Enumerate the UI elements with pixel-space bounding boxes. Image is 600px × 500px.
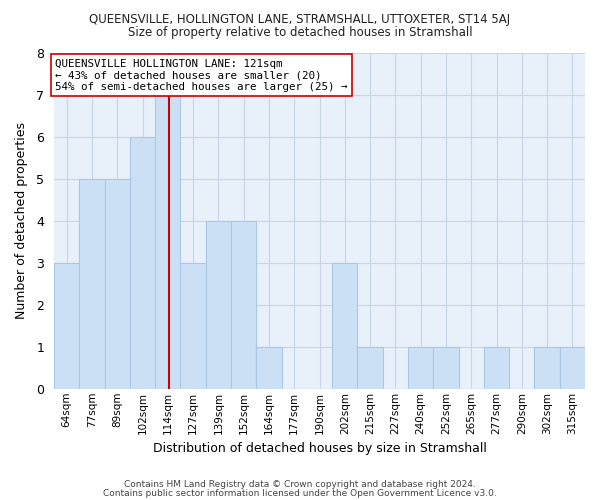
Bar bbox=[358, 346, 383, 389]
Bar bbox=[332, 262, 358, 389]
X-axis label: Distribution of detached houses by size in Stramshall: Distribution of detached houses by size … bbox=[152, 442, 487, 455]
Bar bbox=[104, 178, 130, 389]
Bar bbox=[560, 346, 585, 389]
Y-axis label: Number of detached properties: Number of detached properties bbox=[15, 122, 28, 319]
Bar bbox=[130, 136, 155, 389]
Bar bbox=[256, 346, 281, 389]
Bar bbox=[408, 346, 433, 389]
Bar bbox=[484, 346, 509, 389]
Text: Contains HM Land Registry data © Crown copyright and database right 2024.: Contains HM Land Registry data © Crown c… bbox=[124, 480, 476, 489]
Bar bbox=[206, 220, 231, 389]
Bar bbox=[54, 262, 79, 389]
Bar bbox=[79, 178, 104, 389]
Bar bbox=[231, 220, 256, 389]
Bar bbox=[535, 346, 560, 389]
Text: Contains public sector information licensed under the Open Government Licence v3: Contains public sector information licen… bbox=[103, 488, 497, 498]
Bar bbox=[155, 94, 181, 389]
Bar bbox=[433, 346, 458, 389]
Text: QUEENSVILLE HOLLINGTON LANE: 121sqm
← 43% of detached houses are smaller (20)
54: QUEENSVILLE HOLLINGTON LANE: 121sqm ← 43… bbox=[55, 59, 348, 92]
Text: Size of property relative to detached houses in Stramshall: Size of property relative to detached ho… bbox=[128, 26, 472, 39]
Bar bbox=[181, 262, 206, 389]
Text: QUEENSVILLE, HOLLINGTON LANE, STRAMSHALL, UTTOXETER, ST14 5AJ: QUEENSVILLE, HOLLINGTON LANE, STRAMSHALL… bbox=[89, 12, 511, 26]
